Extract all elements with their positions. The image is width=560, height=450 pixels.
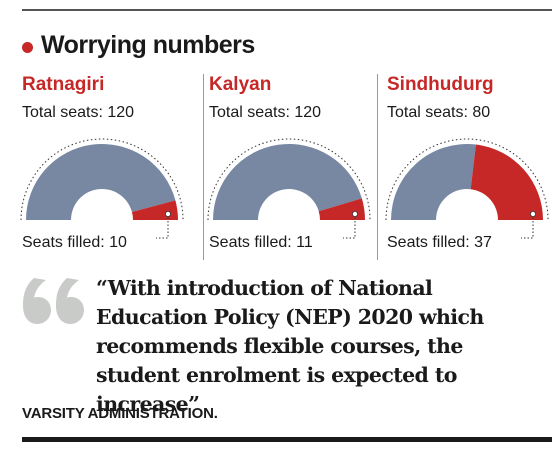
bullet-dot-icon bbox=[22, 41, 33, 53]
leader-line bbox=[156, 214, 169, 239]
infographic-heading: Worrying numbers bbox=[22, 28, 255, 62]
panel-title: Ratnagiri bbox=[22, 74, 105, 95]
leader-dot bbox=[529, 211, 536, 218]
filled-seats-sector bbox=[470, 144, 543, 220]
outer-guide-arc bbox=[385, 138, 549, 221]
panel-divider bbox=[377, 74, 378, 260]
panel-divider bbox=[203, 74, 204, 260]
outer-guide-arc bbox=[20, 138, 184, 221]
seats-filled-label: Seats filled: 11 bbox=[209, 234, 313, 251]
leader-dot bbox=[351, 211, 358, 218]
leader-dot bbox=[164, 211, 171, 218]
unfilled-seats-sector bbox=[26, 143, 176, 220]
seats-filled-label: Seats filled: 10 bbox=[22, 234, 127, 251]
total-seats-label: Total seats: 120 bbox=[22, 104, 135, 121]
semi-donut-chart bbox=[20, 138, 184, 239]
unfilled-seats-sector bbox=[391, 144, 476, 220]
panel-title: Sindhudurg bbox=[387, 74, 494, 95]
leader-line bbox=[521, 214, 534, 239]
total-seats-label: Total seats: 120 bbox=[209, 104, 322, 121]
leader-line bbox=[343, 214, 356, 239]
outer-guide-arc bbox=[207, 138, 371, 221]
quote-mark-icon bbox=[23, 278, 84, 324]
quote-text: “With introduction of National Education… bbox=[96, 276, 484, 416]
semi-donut-chart bbox=[385, 138, 549, 239]
semi-donut-chart bbox=[207, 138, 371, 239]
quote-source: VARSITY ADMINISTRATION. bbox=[22, 405, 218, 422]
heading-text: Worrying numbers bbox=[41, 30, 255, 59]
total-seats-label: Total seats: 80 bbox=[387, 104, 491, 121]
top-rule bbox=[22, 9, 552, 11]
bottom-rule bbox=[22, 437, 552, 442]
seats-filled-label: Seats filled: 37 bbox=[387, 234, 492, 251]
panel-title: Kalyan bbox=[209, 74, 272, 95]
unfilled-seats-sector bbox=[213, 144, 362, 220]
